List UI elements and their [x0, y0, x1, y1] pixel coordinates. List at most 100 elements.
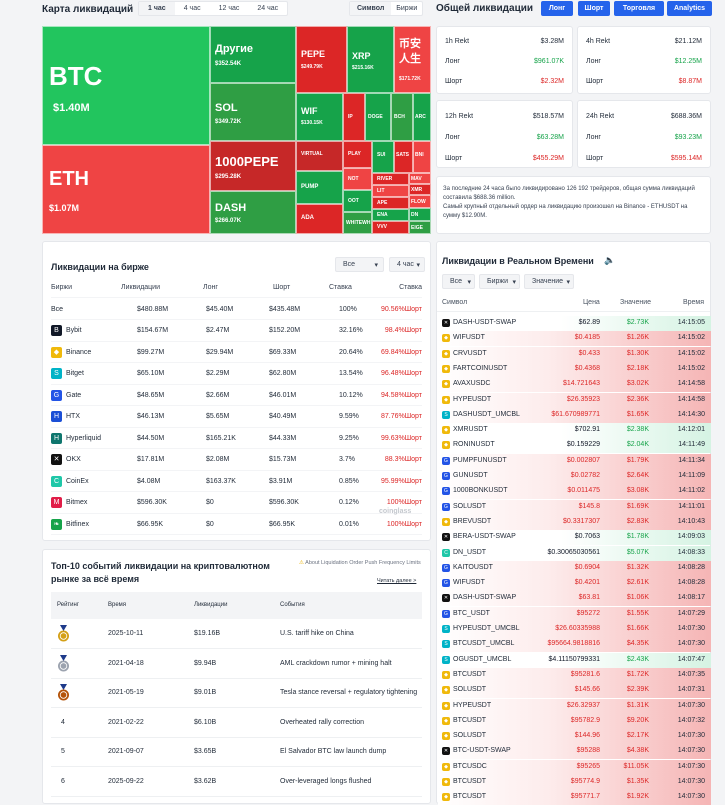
tile-ape[interactable]: APE [372, 197, 409, 209]
exchange-row[interactable]: B Bybit $154.67M $2.47M $152.20M 32.16% 98.4%Ш… [51, 321, 422, 342]
realtime-row[interactable]: ◆ BTCUSDT $95281.6 $1.72K 14:07:35 [438, 667, 711, 683]
tab-4h[interactable]: 4 час [183, 5, 201, 12]
realtime-row[interactable]: ✕ BTC-USDT-SWAP $95288 $4.38K 14:07:30 [438, 744, 711, 760]
tile-not[interactable]: NOT [343, 168, 372, 190]
realtime-row[interactable]: G PUMPFUNUSDT $0.002807 $1.79K 14:11:34 [438, 453, 711, 469]
realtime-row[interactable]: ◆ CRVUSDT $0.433 $1.30K 14:15:02 [438, 346, 711, 362]
realtime-row[interactable]: G GUNUSDT $0.02782 $2.64K 14:11:09 [438, 469, 711, 484]
realtime-row[interactable]: S BTCUSDT_UMCBL $95664.9818816 $4.35K 14:07:… [438, 637, 711, 653]
realtime-row[interactable]: S DASHUSDT_UMCBL $61.670989771 $1.65K 14:14:… [438, 407, 711, 423]
tile-dn[interactable]: DN [409, 208, 431, 221]
analytics-button[interactable]: Analytics [667, 1, 712, 16]
realtime-row[interactable]: ✕ DASH-USDT-SWAP $63.81 $1.06K 14:08:17 [438, 591, 711, 607]
exchange-row[interactable]: ❧ Bitfinex $66.95K $0 $66.95K 0.01% 100%Шорт [51, 514, 422, 535]
tile-sol[interactable]: SOL $349.72K [210, 83, 296, 141]
tab-1h[interactable]: 1 час [139, 2, 175, 15]
realtime-row[interactable]: G 1000BONKUSDT $0.011475 $3.08K 14:11:02 [438, 484, 711, 500]
tile-play[interactable]: PLAY [343, 141, 372, 168]
realtime-row[interactable]: G KAITOUSDT $0.6904 $1.32K 14:08:28 [438, 560, 711, 576]
event-row: 5 2021-09-07 $3.65B El Salvador BTC law lau… [51, 738, 422, 767]
tile-bch[interactable]: BCH [391, 93, 413, 141]
tile-dash[interactable]: DASH $266.07K [210, 191, 296, 234]
realtime-row[interactable]: ◆ HYPEUSDT $26.32937 $1.31K 14:07:30 [438, 698, 711, 714]
realtime-row[interactable]: ◆ SOLUSDT $144.96 $2.17K 14:07:30 [438, 729, 711, 745]
tile-whitewh[interactable]: WHITEWH [343, 212, 372, 234]
tile-ip[interactable]: IP [343, 93, 365, 141]
tile-1000pepe[interactable]: 1000PEPE $295.28K [210, 141, 296, 191]
realtime-value: $2.39K [626, 686, 649, 694]
realtime-row[interactable]: C DN_USDT $0.30065030561 $5.07K 14:08:33 [438, 545, 711, 561]
exchange-row[interactable]: C CoinEx $4.08M $163.37K $3.91M 0.85% 95.99%Шо… [51, 471, 422, 492]
exchange-period-select[interactable]: 4 час ▾ [389, 257, 425, 272]
realtime-price: $61.670989771 [551, 410, 600, 418]
tile-doge[interactable]: DOGE [365, 93, 391, 141]
trade-button[interactable]: Торговля [614, 1, 664, 16]
realtime-row[interactable]: ◆ SOLUSDT $145.66 $2.39K 14:07:31 [438, 683, 711, 699]
realtime-row[interactable]: ◆ WIFUSDT $0.4185 $1.26K 14:15:02 [438, 331, 711, 347]
tab-12h[interactable]: 12 час [218, 5, 240, 12]
realtime-row[interactable]: ✕ DASH-USDT-SWAP $62.89 $2.73K 14:15:05 [438, 316, 711, 331]
tile-wif[interactable]: WIF $130.15K [296, 93, 343, 141]
tile-bni[interactable]: BNI [413, 141, 431, 173]
exchange-row[interactable]: H Hyperliquid $44.50M $165.21K $44.33M 9.25% 9… [51, 428, 422, 449]
event-description: Overheated rally correction [280, 718, 365, 726]
tile-arc[interactable]: ARC [413, 93, 431, 141]
realtime-filter-exchanges[interactable]: Биржи ▾ [479, 274, 520, 289]
exchange-row[interactable]: ✕ OKX $17.81M $2.08M $15.73M 3.7% 88.3%Шорт [51, 450, 422, 471]
realtime-row[interactable]: G BTC_USDT $95272 $1.55K 14:07:29 [438, 606, 711, 622]
tab-24h[interactable]: 24 час [257, 5, 279, 12]
tile-pepe[interactable]: PEPE $249.79K [296, 26, 347, 93]
tile-virtual[interactable]: VIRTUAL [296, 141, 343, 171]
exchange-row[interactable]: G Gate $48.65M $2.66M $46.01M 10.12% 94.58%Шор… [51, 385, 422, 406]
sound-icon[interactable]: 🔈 [604, 255, 616, 265]
exchange-row[interactable]: ◆ Binance $99.27M $29.94M $69.33M 20.64% 69.84… [51, 342, 422, 363]
tile-binance-life[interactable]: 币安人生 $171.72K [394, 26, 431, 93]
tile-river[interactable]: RIVER [372, 173, 409, 185]
realtime-row[interactable]: ◆ XMRUSDT $702.91 $2.38K 14:12:01 [438, 423, 711, 439]
read-more-link[interactable]: Читать далее > [377, 578, 417, 584]
tile-pump[interactable]: PUMP [296, 171, 343, 204]
realtime-filter-all[interactable]: Все ▾ [442, 274, 475, 289]
tile-flow[interactable]: FLOW [409, 195, 431, 208]
realtime-row[interactable]: ◆ AVAXUSDC $14.721643 $3.02K 14:14:58 [438, 377, 711, 393]
exchange-filter-select[interactable]: Все ▾ [335, 257, 384, 272]
realtime-row[interactable]: ◆ BTCUSDT $95782.9 $9.20K 14:07:32 [438, 713, 711, 729]
tile-sui[interactable]: SUI [372, 141, 394, 173]
tile-xmr[interactable]: XMR [409, 184, 431, 195]
tile-oot[interactable]: OOT [343, 190, 372, 212]
realtime-row[interactable]: ◆ BREVUSDT $0.3317307 $2.83K 14:10:43 [438, 514, 711, 530]
tab-exchanges[interactable]: Биржи [396, 5, 418, 12]
tile-eige[interactable]: EIGE [409, 221, 431, 234]
realtime-filter-value[interactable]: Значение ▾ [524, 274, 574, 289]
tile-others[interactable]: Другие $352.54K [210, 26, 296, 83]
realtime-row[interactable]: ◆ RONINUSDT $0.159229 $2.04K 14:11:49 [438, 438, 711, 454]
tile-ada[interactable]: ADA [296, 204, 343, 234]
exchange-row[interactable]: S Bitget $65.10M $2.29M $62.80M 13.54% 96.48%Ш… [51, 364, 422, 385]
realtime-row[interactable]: ◆ BTCUSDC $95265 $11.05K 14:07:30 [438, 759, 711, 775]
tile-lit[interactable]: LIT [372, 185, 409, 197]
tile-xrp[interactable]: XRP $215.16K [347, 26, 394, 93]
long-button[interactable]: Лонг [541, 1, 573, 16]
tab-symbol[interactable]: Символ [350, 2, 392, 15]
realtime-row[interactable]: G WIFUSDT $0.4201 $2.61K 14:08:28 [438, 576, 711, 592]
realtime-row[interactable]: ✕ BERA-USDT-SWAP $0.7063 $1.78K 14:09:03 [438, 530, 711, 546]
realtime-row[interactable]: ◆ FARTCOINUSDT $0.4368 $2.18K 14:15:02 [438, 361, 711, 377]
exchange-row[interactable]: H HTX $46.13M $5.65M $40.49M 9.59% 87.76%Шорт [51, 407, 422, 428]
exchange-row[interactable]: Все $480.88M $45.40M $435.48M 100% 90.56%Шорт [51, 299, 422, 320]
realtime-time: 14:11:01 [678, 502, 705, 510]
realtime-row[interactable]: G SOLUSDT $145.8 $1.69K 14:11:01 [438, 499, 711, 515]
realtime-row[interactable]: ◆ BTCUSDT $95774.9 $1.35K 14:07:30 [438, 775, 711, 790]
tile-ena[interactable]: ENA [372, 209, 409, 221]
realtime-row[interactable]: S OGUSDT_UMCBL $4.11150799331 $2.43K 14:07:4… [438, 652, 711, 668]
tile-mav[interactable]: MAV [409, 173, 431, 184]
tile-vvv[interactable]: VVV [372, 221, 409, 234]
exchange-row[interactable]: M Bitmex $596.30K $0 $596.30K 0.12% 100%Шорт [51, 493, 422, 514]
tile-sats[interactable]: SATS [394, 141, 413, 173]
realtime-row[interactable]: ◆ HYPEUSDT $26.35923 $2.36K 14:14:58 [438, 392, 711, 408]
realtime-row[interactable]: S HYPEUSDT_UMCBL $26.60335988 $1.66K 14:07:3… [438, 622, 711, 637]
short-button[interactable]: Шорт [578, 1, 610, 16]
events-note[interactable]: ⚠ About Liquidation Order Push Frequency… [299, 560, 421, 566]
tile-eth[interactable]: ETH $1.07M [42, 145, 210, 234]
tile-btc[interactable]: BTC $1.40M [42, 26, 210, 145]
realtime-row[interactable]: ◆ BTCUSDT $95771.7 $1.92K 14:07:30 [438, 790, 711, 805]
